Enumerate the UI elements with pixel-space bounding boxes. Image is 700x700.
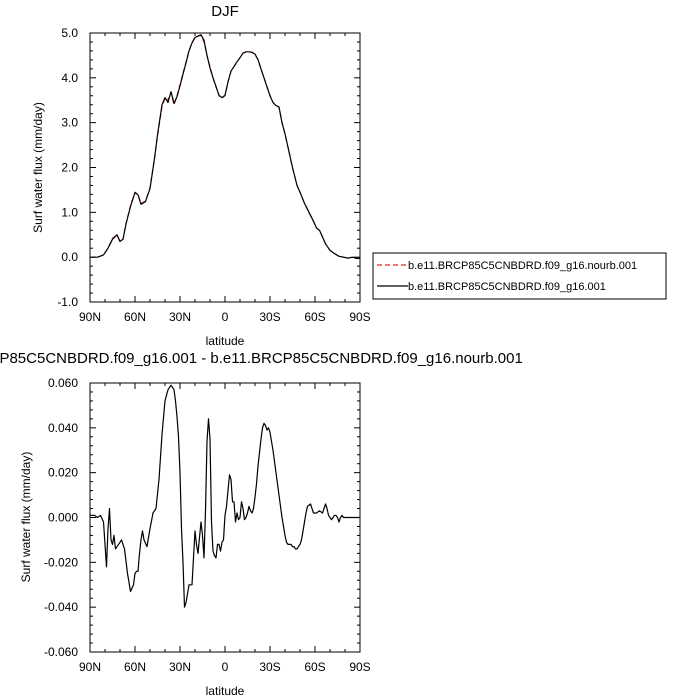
series-line-1-0 <box>90 384 360 608</box>
bottom-x-axis-label: latitude <box>206 684 245 698</box>
x-tick-label: 90S <box>349 660 370 674</box>
y-tick-label: -0.020 <box>44 555 78 569</box>
bottom-chart-title: b.e11.BRCP85C5CNBDRD.f09_g16.001 - b.e11… <box>0 350 523 367</box>
legend: b.e11.BRCP85C5CNBDRD.f09_g16.nourb.001 b… <box>372 252 667 300</box>
x-tick-label: 90N <box>79 310 101 324</box>
plot-frame <box>89 32 361 303</box>
x-tick-label: 30S <box>259 310 280 324</box>
x-tick-label: 90N <box>79 660 101 674</box>
top-chart-title: DJF <box>211 3 239 20</box>
x-tick-label: 60N <box>124 310 146 324</box>
y-tick-label: -0.060 <box>44 645 78 659</box>
bottom-y-axis-label: Surf water flux (mm/day) <box>19 452 33 583</box>
series-line-0-0 <box>90 34 361 260</box>
x-tick-label: 90S <box>349 310 370 324</box>
y-tick-label: 4.0 <box>61 71 78 85</box>
y-tick-label: 5.0 <box>61 26 78 40</box>
x-tick-label: 0 <box>222 310 229 324</box>
x-tick-label: 30N <box>169 310 191 324</box>
panel-bottom: b.e11.BRCP85C5CNBDRD.f09_g16.001 - b.e11… <box>0 350 523 698</box>
y-tick-label: 2.0 <box>61 161 78 175</box>
y-tick-label: 0.0 <box>61 250 78 264</box>
panel-top: DJF 90N 60N 30N 0 30S 60S 90S -1.0 0.0 1.0 2.0 3.0 4… <box>31 3 371 348</box>
y-tick-label: -0.040 <box>44 600 78 614</box>
y-tick-label: -1.0 <box>57 295 78 309</box>
y-tick-label: 0.000 <box>48 511 78 525</box>
y-tick-label: 1.0 <box>61 205 78 219</box>
y-tick-label: 0.060 <box>48 376 78 390</box>
top-x-axis-label: latitude <box>206 334 245 348</box>
y-tick-label: 0.040 <box>48 421 78 435</box>
bottom-plot-area: 90N 60N 30N 0 30S 60S 90S -0.060 -0.040 -0.020 0.0… <box>44 376 371 674</box>
x-tick-label: 30S <box>259 660 280 674</box>
top-y-axis-label: Surf water flux (mm/day) <box>31 102 45 233</box>
y-tick-label: 0.020 <box>48 466 78 480</box>
legend-label-control: b.e11.BRCP85C5CNBDRD.f09_g16.001 <box>408 281 606 293</box>
x-tick-label: 30N <box>169 660 191 674</box>
x-tick-label: 60S <box>304 660 325 674</box>
series-line-0-1 <box>90 34 361 260</box>
y-tick-label: 3.0 <box>61 116 78 130</box>
top-plot-area: 90N 60N 30N 0 30S 60S 90S -1.0 0.0 1.0 2.0 3.0 4.0 5.… <box>57 26 370 324</box>
x-tick-label: 60S <box>304 310 325 324</box>
x-tick-label: 0 <box>222 660 229 674</box>
legend-label-nourb: b.e11.BRCP85C5CNBDRD.f09_g16.nourb.001 <box>408 260 637 272</box>
legend-box <box>372 252 667 300</box>
x-tick-label: 60N <box>124 660 146 674</box>
